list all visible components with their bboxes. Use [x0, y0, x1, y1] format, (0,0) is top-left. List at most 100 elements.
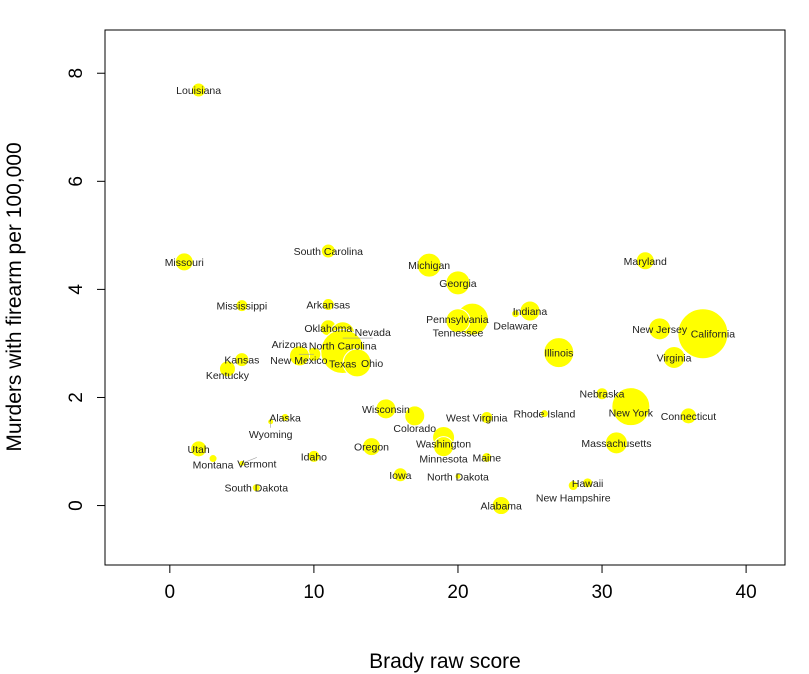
point-label: Utah: [188, 444, 210, 456]
point-label: Missouri: [165, 257, 204, 269]
point-label: California: [691, 329, 736, 341]
point-label: Wisconsin: [362, 404, 410, 416]
x-tick-label: 20: [447, 582, 468, 603]
x-tick-label: 10: [303, 582, 324, 603]
bubble-point: [519, 300, 541, 322]
bubble-point: [445, 270, 471, 296]
point-label: Georgia: [439, 278, 477, 290]
point-label: Montana: [193, 460, 234, 472]
point-label: North Carolina: [309, 341, 377, 353]
x-axis: 0 10 20 30 40: [165, 564, 757, 603]
point-label: Virginia: [657, 352, 692, 364]
bubble-point: [595, 387, 609, 401]
y-tick-label: 8: [66, 68, 87, 79]
bubble-point: [362, 437, 382, 457]
bubble-point: [511, 309, 521, 319]
bubble-point: [404, 405, 426, 427]
point-label: Hawaii: [572, 478, 604, 490]
point-labels: Louisiana Missouri South Carolina Michigan G…: [165, 85, 736, 513]
bubble-point: [445, 308, 471, 334]
bubble-point: [320, 243, 336, 259]
point-label: Kentucky: [206, 370, 250, 382]
y-tick-label: 0: [66, 500, 87, 511]
point-label: Connecticut: [661, 411, 717, 423]
bubble-point: [648, 317, 672, 341]
point-label: New Jersey: [632, 324, 688, 336]
bubble-point: [251, 483, 261, 493]
point-label: Michigan: [408, 260, 450, 272]
point-label: Vermont: [237, 458, 276, 470]
label-leader-lines: [241, 337, 373, 464]
point-label: North Dakota: [427, 471, 489, 483]
bubble-point: [208, 454, 218, 464]
point-label: Arizona: [272, 339, 308, 351]
bubble-point: [480, 410, 494, 424]
bubble-point: [677, 308, 729, 360]
point-label: Washington: [416, 438, 471, 450]
y-tick-label: 2: [66, 392, 87, 403]
point-label: New Hampshire: [536, 493, 611, 505]
bubble-point: [392, 467, 408, 483]
bubble-point: [280, 412, 290, 422]
bubble-point: [190, 440, 208, 458]
bubble-point: [539, 409, 549, 419]
bubble-point: [235, 299, 249, 313]
y-axis: 0 2 4 6 8: [66, 68, 106, 511]
bubble-point: [604, 431, 628, 455]
bubble-point: [481, 451, 493, 463]
point-label: Maine: [472, 452, 501, 464]
point-label: Mississippi: [216, 301, 267, 313]
point-label: Massachusetts: [581, 438, 651, 450]
point-label: Illinois: [544, 348, 573, 360]
point-label: Kansas: [224, 355, 259, 367]
point-label: Ohio: [361, 358, 383, 370]
point-label: Idaho: [301, 451, 327, 463]
bubble-point: [321, 298, 335, 312]
bubble-point: [191, 82, 207, 98]
point-label: South Dakota: [224, 483, 288, 495]
point-label: Arkansas: [306, 300, 350, 312]
bubble-point: [416, 252, 442, 278]
bubble-point: [662, 345, 686, 369]
point-label: Alaska: [269, 412, 301, 424]
point-label: Tennessee: [433, 328, 484, 340]
bubble-point: [611, 387, 651, 427]
point-label: Nebraska: [580, 389, 625, 401]
bubble-point: [307, 449, 321, 463]
bubble-point: [174, 252, 194, 272]
bubble-point: [218, 360, 236, 378]
x-axis-label: Brady raw score: [369, 650, 521, 673]
point-label: Texas: [329, 359, 356, 371]
point-label: New Mexico: [270, 355, 327, 367]
point-label: Wyoming: [249, 429, 293, 441]
point-label: Pennsylvania: [426, 314, 489, 326]
point-label: Minnesota: [419, 454, 468, 466]
x-tick-label: 0: [165, 582, 176, 603]
label-leader-line: [241, 457, 257, 464]
point-label: Nevada: [355, 327, 391, 339]
y-tick-label: 4: [66, 284, 87, 295]
bubble-point: [288, 345, 310, 367]
bubble-point: [375, 398, 397, 420]
point-label: New York: [609, 408, 654, 420]
plot-frame: [104, 29, 786, 566]
bubble-point: [635, 251, 655, 271]
point-label: Alabama: [480, 501, 522, 513]
bubble-point: [433, 436, 455, 458]
bubble-point: [234, 352, 250, 368]
point-label: Oklahoma: [304, 323, 352, 335]
bubble-point: [454, 472, 462, 480]
x-tick-label: 40: [736, 582, 757, 603]
point-label: Maryland: [624, 256, 667, 268]
point-label: Rhode Island: [513, 409, 575, 421]
bubble-point: [342, 348, 372, 378]
y-tick-label: 6: [66, 176, 87, 187]
x-tick-label: 30: [591, 582, 612, 603]
point-label: Iowa: [389, 470, 411, 482]
bubble-point: [543, 337, 575, 369]
point-label: West Virginia: [446, 412, 508, 424]
bubble-point: [679, 407, 697, 425]
point-label: Delaware: [493, 321, 538, 333]
point-label: Indiana: [513, 306, 548, 318]
